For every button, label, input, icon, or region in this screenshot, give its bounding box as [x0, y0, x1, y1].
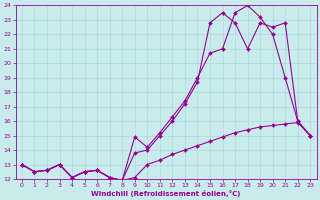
- X-axis label: Windchill (Refroidissement éolien,°C): Windchill (Refroidissement éolien,°C): [92, 190, 241, 197]
